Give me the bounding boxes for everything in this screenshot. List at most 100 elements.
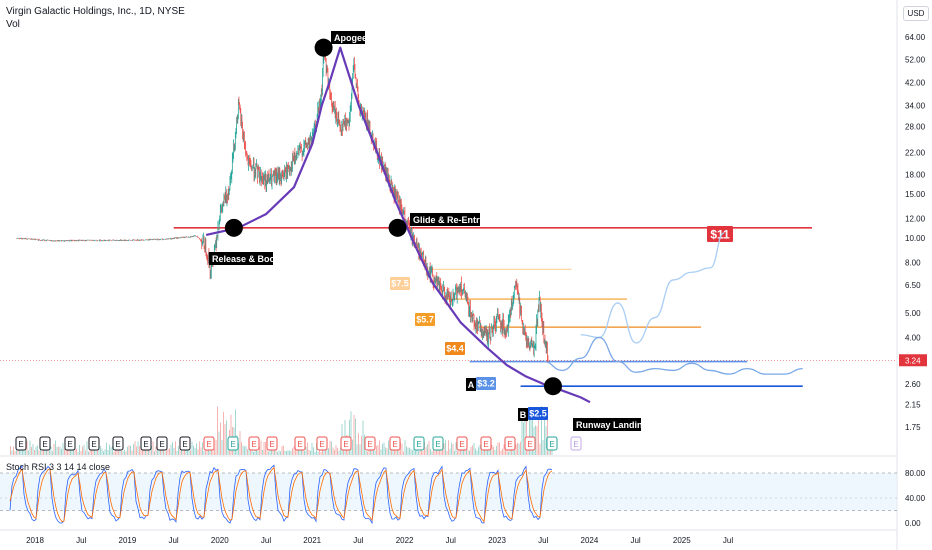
event-marker[interactable] bbox=[413, 436, 425, 451]
volume-bar bbox=[161, 448, 163, 455]
event-marker[interactable] bbox=[179, 436, 191, 451]
event-marker[interactable] bbox=[140, 436, 152, 451]
x-tick-label: 2024 bbox=[581, 536, 599, 545]
currency-button[interactable]: USD bbox=[903, 6, 929, 21]
event-marker-future[interactable] bbox=[570, 436, 582, 451]
level-label-box[interactable] bbox=[445, 342, 465, 355]
horizontal-levels[interactable]: $11 $7.5 $5.7 $4.4 $3.2 $2.5 bbox=[173, 226, 812, 420]
annotation-marker[interactable] bbox=[224, 218, 243, 237]
volume-bar bbox=[455, 442, 457, 455]
volume-bar bbox=[443, 443, 445, 455]
volume-bar bbox=[230, 414, 232, 455]
projection-path-lower[interactable] bbox=[543, 336, 803, 375]
point-label-box bbox=[518, 408, 528, 421]
level-label-box[interactable] bbox=[528, 407, 548, 420]
event-marker[interactable] bbox=[524, 436, 536, 451]
volume-bar bbox=[355, 418, 356, 455]
volume-bar bbox=[259, 446, 260, 455]
event-marker[interactable] bbox=[64, 436, 76, 451]
volume-bar bbox=[130, 445, 131, 455]
event-marker[interactable] bbox=[266, 436, 278, 451]
level-label-box[interactable] bbox=[476, 377, 496, 390]
event-marker[interactable] bbox=[480, 436, 492, 451]
event-letter: E bbox=[269, 440, 274, 449]
trajectory-arc[interactable] bbox=[205, 46, 591, 404]
volume-bar bbox=[253, 451, 254, 455]
event-letter: E bbox=[159, 440, 164, 449]
event-marker[interactable] bbox=[364, 436, 376, 451]
event-marker[interactable] bbox=[156, 436, 168, 451]
trajectory-arc-line[interactable] bbox=[205, 46, 591, 404]
volume-bar bbox=[523, 422, 524, 455]
event-marker[interactable] bbox=[432, 436, 444, 451]
annotation-marker[interactable] bbox=[314, 38, 333, 57]
event-marker[interactable] bbox=[15, 436, 27, 451]
volume-bar bbox=[205, 450, 206, 455]
volume-bar bbox=[61, 448, 62, 455]
event-marker[interactable] bbox=[294, 436, 306, 451]
event-marker[interactable] bbox=[88, 436, 100, 451]
volume-bar bbox=[412, 450, 413, 455]
volume-bar bbox=[121, 451, 122, 455]
level-label-box[interactable] bbox=[707, 226, 733, 242]
volume-bar bbox=[322, 446, 323, 455]
event-marker[interactable] bbox=[316, 436, 328, 451]
annotations[interactable]: Apogee Release & Boost Glide & Re-Entry Run… bbox=[209, 31, 648, 431]
volume-bar bbox=[277, 451, 278, 455]
event-marker[interactable] bbox=[504, 436, 516, 451]
point-label-box bbox=[466, 378, 476, 391]
volume-bar bbox=[469, 450, 470, 455]
volume-bar bbox=[425, 447, 427, 455]
volume-bar bbox=[539, 443, 541, 455]
volume-bar bbox=[218, 431, 220, 455]
event-marker[interactable] bbox=[546, 436, 558, 451]
x-tick-label: Jul bbox=[76, 536, 86, 545]
annotation-marker[interactable] bbox=[544, 377, 562, 396]
volume-bar bbox=[215, 439, 217, 455]
volume-bar bbox=[13, 446, 14, 455]
volume-bar bbox=[454, 450, 455, 455]
projection-paths[interactable] bbox=[543, 232, 803, 375]
volume-bar bbox=[518, 443, 520, 455]
volume-bar bbox=[286, 451, 287, 455]
volume-bar bbox=[44, 446, 46, 455]
event-marker[interactable] bbox=[227, 436, 239, 451]
annotation-label: Release & Boost bbox=[212, 254, 283, 264]
volume-bar bbox=[359, 444, 361, 455]
projection-path-upper[interactable] bbox=[580, 232, 725, 344]
annotation-box bbox=[410, 213, 480, 226]
event-marker[interactable] bbox=[203, 436, 215, 451]
event-marker[interactable] bbox=[456, 436, 468, 451]
volume-bar bbox=[17, 448, 19, 455]
volume-bar bbox=[410, 449, 412, 455]
volume-bar bbox=[362, 420, 364, 455]
volume-bar bbox=[449, 448, 451, 455]
volume-bar bbox=[515, 444, 517, 455]
stoch-label: Stoch RSI 3 3 14 14 close bbox=[6, 462, 111, 472]
symbol-title: Virgin Galactic Holdings, Inc., 1D, NYSE bbox=[6, 6, 185, 17]
volume-bar bbox=[280, 451, 281, 455]
volume-bar bbox=[172, 442, 173, 455]
event-marker[interactable] bbox=[39, 436, 51, 451]
volume-bar bbox=[10, 446, 11, 455]
event-letter: E bbox=[549, 440, 554, 449]
level-label: $2.5 bbox=[529, 409, 547, 419]
volume-bar bbox=[34, 449, 35, 455]
level-label-box[interactable] bbox=[390, 277, 410, 290]
volume-bar bbox=[52, 451, 53, 455]
event-marker[interactable] bbox=[112, 436, 124, 451]
volume-bar bbox=[248, 445, 250, 455]
level-label: $7.5 bbox=[391, 279, 409, 289]
volume-bar bbox=[62, 443, 64, 455]
volume-bar bbox=[272, 448, 274, 455]
annotation-marker[interactable] bbox=[388, 218, 407, 237]
volume-bar bbox=[479, 444, 481, 455]
volume-bar bbox=[475, 448, 476, 455]
level-label-box[interactable] bbox=[415, 313, 435, 326]
volume-bar bbox=[209, 448, 211, 455]
event-marker[interactable] bbox=[389, 436, 401, 451]
event-marker[interactable] bbox=[248, 436, 260, 451]
event-marker[interactable] bbox=[340, 436, 352, 451]
